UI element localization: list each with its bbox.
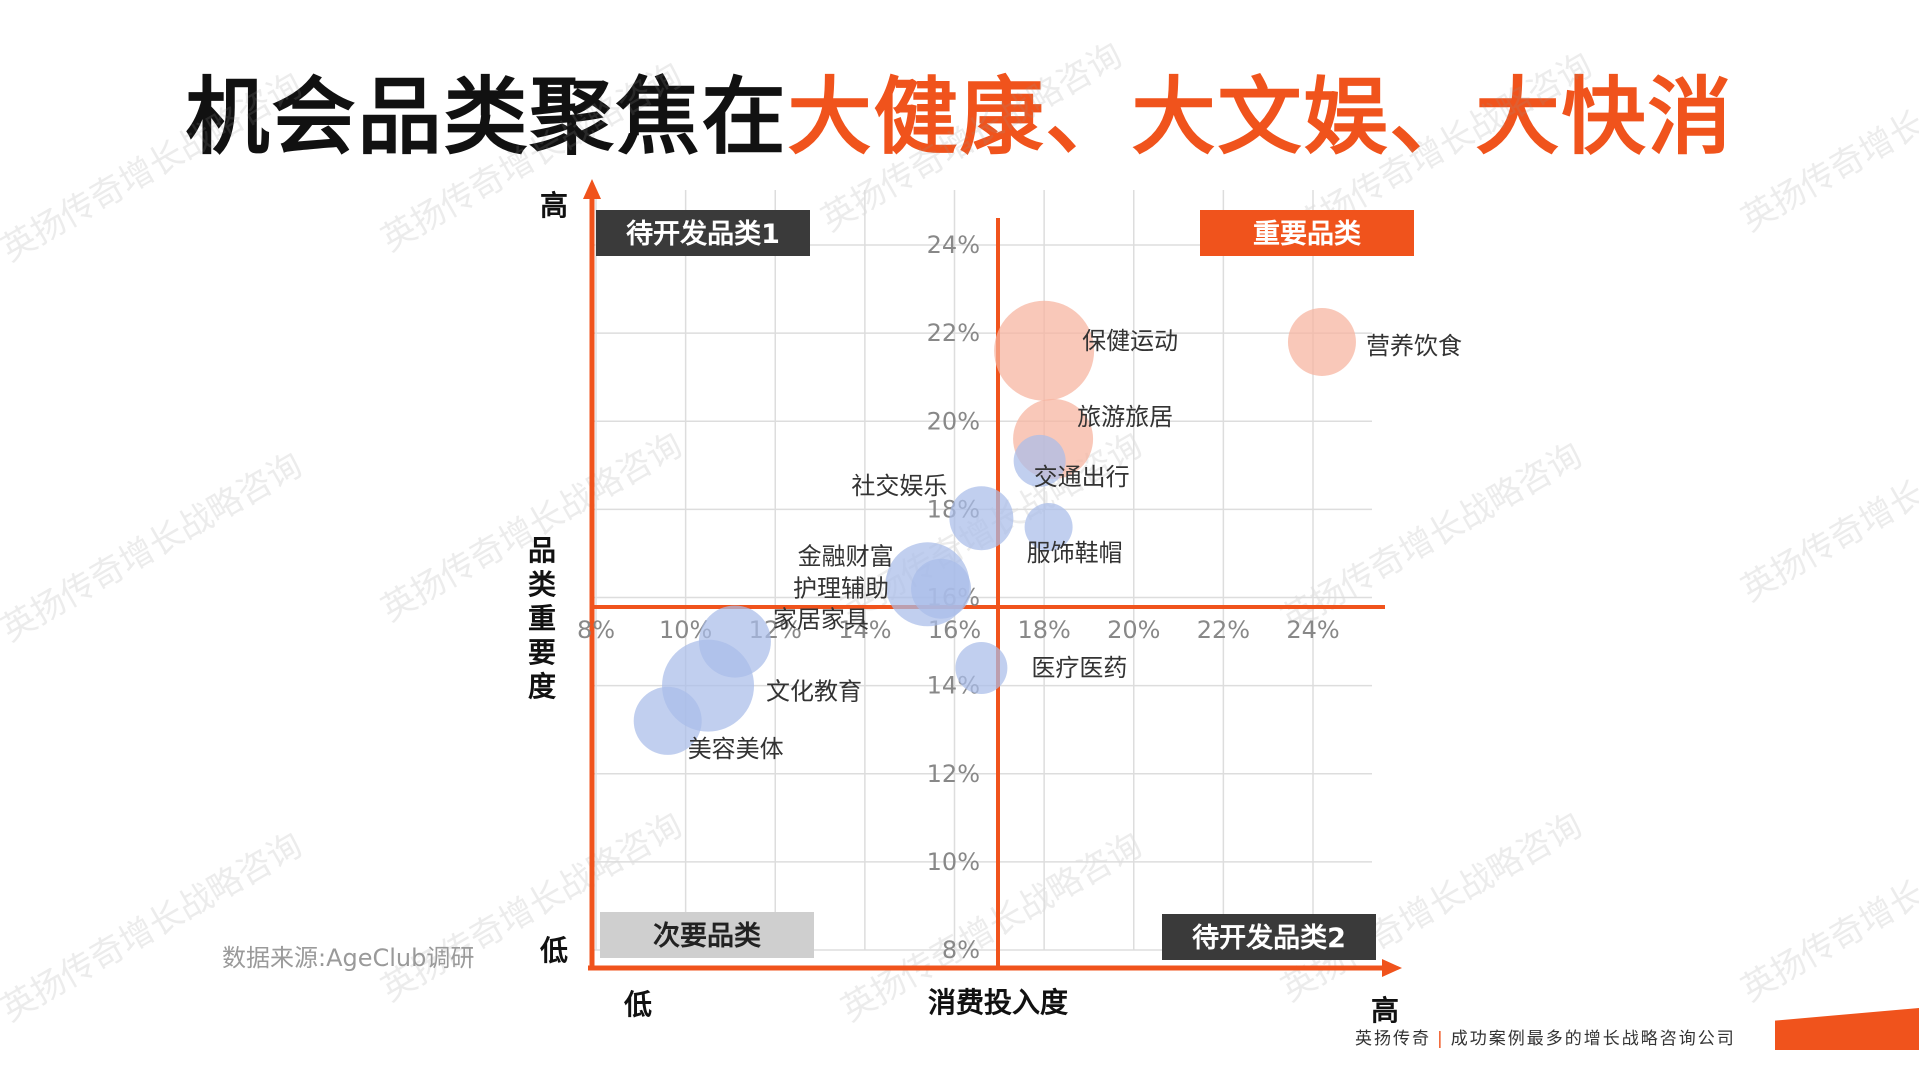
quadrant-tag-top-left-label: 待开发品类1 (626, 218, 780, 250)
footer-brand-line: 英扬传奇 | 成功案例最多的增长战略咨询公司 (1355, 1024, 1736, 1049)
x-tick-label: 8% (577, 616, 615, 644)
quadrant-tag-bottom-right-box (1162, 914, 1376, 960)
bubble-label: 交通出行 (1034, 463, 1130, 491)
y-axis-title-char: 类 (528, 568, 556, 601)
y-axis-high-label: 高 (540, 189, 568, 222)
footer-slogan: 成功案例最多的增长战略咨询公司 (1450, 1029, 1736, 1049)
x-axis-high-label: 高 (1371, 994, 1399, 1027)
x-tick-label: 22% (1197, 616, 1250, 644)
bubble-point (1287, 307, 1356, 376)
bubble-label: 旅游旅居 (1077, 403, 1173, 431)
x-axis-low-label: 低 (623, 988, 652, 1021)
bubble-point (1024, 503, 1073, 551)
bubble-point (994, 300, 1095, 401)
quadrant-tag-top-right-label: 重要品类 (1253, 219, 1361, 250)
data-source-note: 数据来源:AgeClub调研 (222, 944, 475, 972)
page-title: 机会品类聚焦在大健康、大文娱、大快消 (0, 50, 1919, 171)
title-part-1: 机会品类聚焦在 (185, 68, 788, 166)
x-tick-label: 24% (1286, 616, 1339, 644)
y-axis-title-char: 度 (528, 670, 556, 703)
x-tick-label: 18% (1017, 616, 1070, 644)
bubble-label: 服饰鞋帽 (1027, 539, 1123, 567)
quadrant-tag-top-right-box (1200, 210, 1414, 256)
y-axis-title-char: 要 (528, 636, 556, 669)
x-tick-label: 20% (1107, 616, 1160, 644)
bubble-point (911, 558, 972, 619)
title-part-2: 大健康、大文娱、大快消 (787, 68, 1734, 166)
y-tick-label: 8% (942, 936, 980, 964)
bubble-label: 医疗医药 (1031, 654, 1127, 682)
y-tick-label: 12% (927, 760, 980, 788)
bubble-point (1013, 434, 1066, 487)
bubble-label: 营养饮食 (1366, 332, 1462, 360)
bubble-label: 保健运动 (1082, 327, 1178, 355)
y-axis-title-char: 重 (528, 602, 556, 635)
quadrant-tag-bottom-right-label: 待开发品类2 (1192, 922, 1346, 954)
bubble-label: 美容美体 (688, 735, 784, 763)
quadrant-tag-top-left-box (596, 210, 810, 256)
bubble-label: 社交娱乐 (851, 472, 947, 500)
bubble-label: 金融财富 (798, 542, 894, 570)
bubble-label: 家居家具 (773, 606, 869, 634)
bubble-label: 护理辅助 (793, 575, 889, 603)
footer-brand: 英扬传奇 (1355, 1029, 1431, 1049)
bubble-point (955, 642, 1008, 694)
quadrant-tag-bottom-left-box (600, 912, 814, 958)
x-axis-title: 消费投入度 (928, 986, 1068, 1019)
bubble-point (949, 486, 1014, 551)
x-tick-label: 14% (838, 616, 891, 644)
footer-separator: | (1437, 1029, 1445, 1049)
quadrant-tag-bottom-left-label: 次要品类 (653, 921, 761, 952)
y-tick-label: 22% (927, 319, 980, 347)
y-axis-low-label: 低 (539, 934, 568, 967)
y-axis-arrow (583, 179, 601, 199)
bubble-label: 文化教育 (766, 678, 862, 706)
y-tick-label: 20% (927, 407, 980, 435)
bubble-point (633, 686, 702, 755)
y-axis-title-char: 品 (528, 534, 556, 567)
y-tick-label: 24% (927, 231, 980, 259)
x-axis-arrow (1382, 959, 1402, 977)
y-tick-label: 10% (927, 848, 980, 876)
